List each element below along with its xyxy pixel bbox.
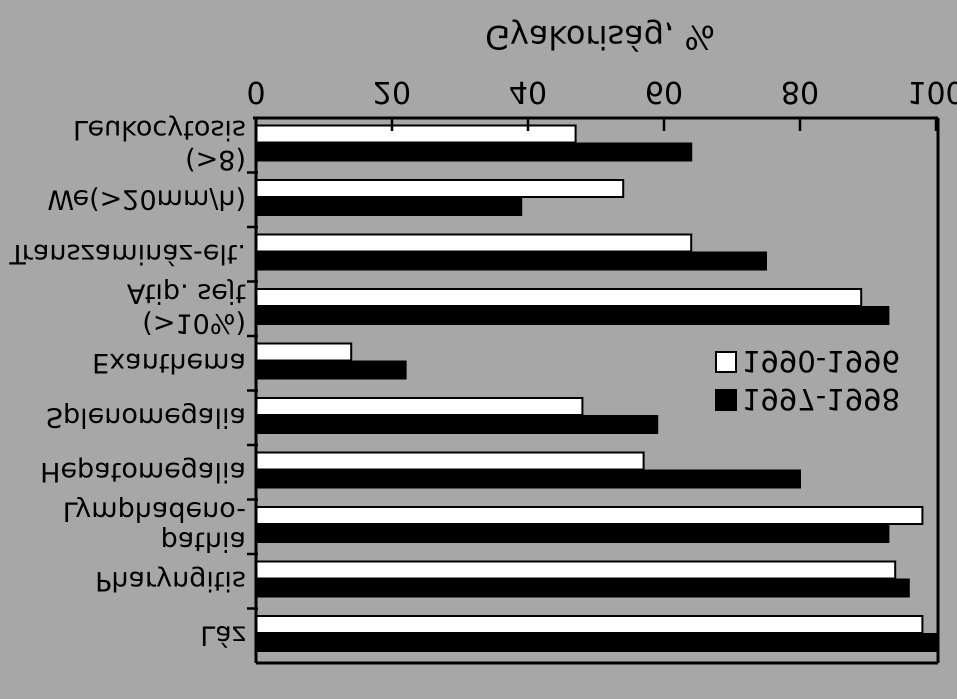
bar-1990-1996-3 bbox=[255, 288, 863, 307]
bar-1990-1996-7 bbox=[255, 506, 924, 525]
x-tick-label: 60 bbox=[645, 74, 683, 109]
x-tick-label: 20 bbox=[373, 74, 411, 109]
legend-label: 1997-1998 bbox=[742, 382, 900, 416]
bar-1990-1996-1 bbox=[255, 179, 625, 198]
category-label: Splenomegalia bbox=[46, 402, 246, 433]
chart-title: Gyakoriság, % bbox=[485, 18, 715, 56]
category-labels: Leukocytosis(>8) We(>20mm/h) Transzamináz-… bbox=[8, 114, 258, 651]
x-ticks: 0 20 40 60 80 100 bbox=[246, 74, 957, 131]
category-label: (>10%) bbox=[142, 308, 246, 339]
legend-swatch bbox=[715, 351, 737, 373]
bar-1997-1998-8 bbox=[255, 578, 910, 598]
axis-layer bbox=[253, 116, 940, 665]
category-label: Transzamináz-elt. bbox=[8, 238, 246, 269]
category-label: (>8) bbox=[185, 144, 246, 175]
bar-1997-1998-3 bbox=[255, 306, 890, 325]
bar-1997-1998-1 bbox=[255, 197, 523, 216]
category-label: pathia bbox=[161, 526, 246, 557]
bar-1997-1998-0 bbox=[255, 142, 693, 162]
bar-1997-1998-7 bbox=[255, 524, 890, 543]
category-label: Exanthema bbox=[92, 347, 246, 378]
bar-1990-1996-2 bbox=[255, 233, 693, 253]
category-label: Láz bbox=[200, 620, 246, 651]
x-tick-label: 100 bbox=[907, 74, 957, 109]
bar-1997-1998-6 bbox=[255, 469, 801, 489]
category-label: Hepatomegalia bbox=[40, 456, 246, 487]
bar-1990-1996-9 bbox=[255, 615, 924, 634]
legend-label: 1990-1996 bbox=[742, 344, 900, 378]
bar-1997-1998-4 bbox=[255, 360, 407, 380]
x-tick-label: 40 bbox=[509, 74, 547, 109]
bar-1990-1996-8 bbox=[255, 560, 897, 580]
category-label: Pharyngitis bbox=[95, 565, 246, 596]
x-tick-label: 80 bbox=[781, 74, 819, 109]
x-tick-label: 0 bbox=[246, 74, 265, 109]
category-label: Leukocytosis bbox=[73, 114, 246, 145]
legend: 1990-1996 1997-1998 bbox=[715, 344, 900, 416]
category-label: Lymphadeno- bbox=[63, 496, 246, 527]
bar-1990-1996-6 bbox=[255, 451, 645, 471]
category-label: We(>20mm/h) bbox=[47, 184, 246, 215]
bar-1997-1998-5 bbox=[255, 415, 659, 434]
bar-1997-1998-9 bbox=[255, 633, 937, 652]
bar-1997-1998-2 bbox=[255, 251, 767, 271]
bar-1990-1996-5 bbox=[255, 397, 584, 416]
bar-1990-1996-4 bbox=[255, 342, 353, 362]
legend-swatch bbox=[715, 389, 737, 411]
category-label: Atip. sejt bbox=[127, 278, 246, 309]
